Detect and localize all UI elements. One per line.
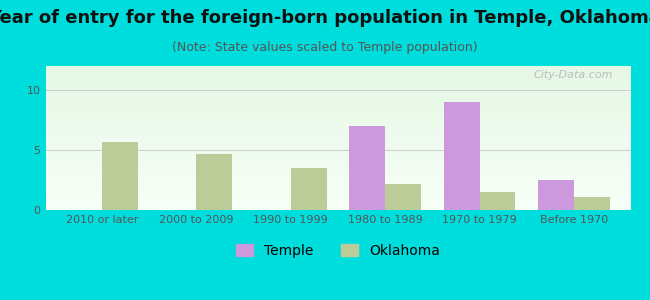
Legend: Temple, Oklahoma: Temple, Oklahoma xyxy=(231,238,445,263)
Bar xyxy=(385,184,421,210)
Bar xyxy=(349,126,385,210)
Bar xyxy=(196,154,232,210)
Bar xyxy=(538,180,574,210)
Bar xyxy=(291,168,327,210)
Bar xyxy=(480,192,515,210)
Text: (Note: State values scaled to Temple population): (Note: State values scaled to Temple pop… xyxy=(172,40,478,53)
Text: Year of entry for the foreign-born population in Temple, Oklahoma: Year of entry for the foreign-born popul… xyxy=(0,9,650,27)
Bar xyxy=(102,142,138,210)
Bar xyxy=(574,197,610,210)
Text: City-Data.com: City-Data.com xyxy=(534,70,613,80)
Bar xyxy=(444,102,480,210)
